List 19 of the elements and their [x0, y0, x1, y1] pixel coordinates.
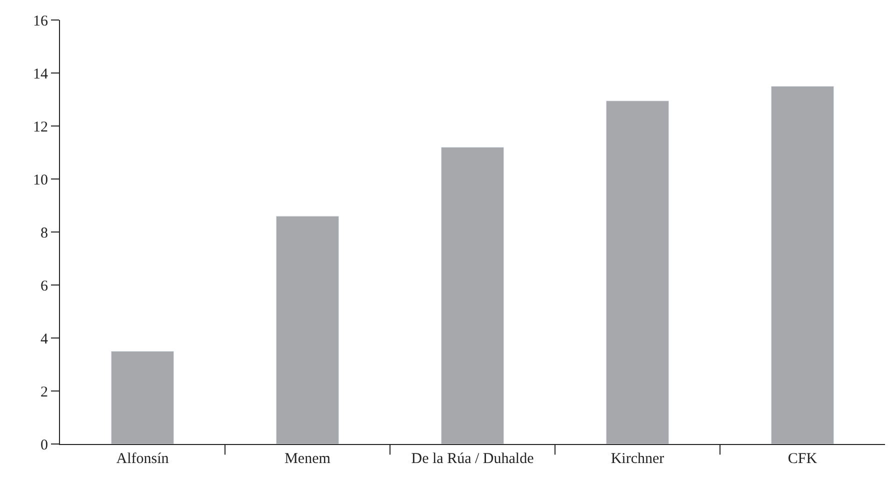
bar — [440, 146, 504, 444]
x-tick-label: De la Rúa / Duhalde — [411, 451, 534, 467]
y-tick-label: 2 — [40, 384, 48, 400]
bar — [606, 100, 670, 444]
bar — [770, 86, 834, 444]
x-tick-label: Kirchner — [610, 451, 664, 467]
y-tick-label: 8 — [40, 225, 48, 242]
y-tick-label: 10 — [33, 172, 48, 188]
bar — [110, 351, 174, 444]
x-tick-label: Menem — [284, 451, 331, 467]
y-tick-label: 14 — [33, 66, 48, 82]
x-tick-label: CFK — [788, 451, 818, 467]
bar — [276, 216, 340, 444]
x-tick-label: Alfonsín — [116, 451, 170, 467]
y-tick-label: 12 — [33, 119, 48, 136]
y-tick-label: 6 — [40, 278, 48, 294]
y-tick-label: 0 — [40, 437, 48, 454]
y-tick-label: 16 — [33, 13, 48, 30]
y-tick-label: 4 — [40, 331, 48, 348]
